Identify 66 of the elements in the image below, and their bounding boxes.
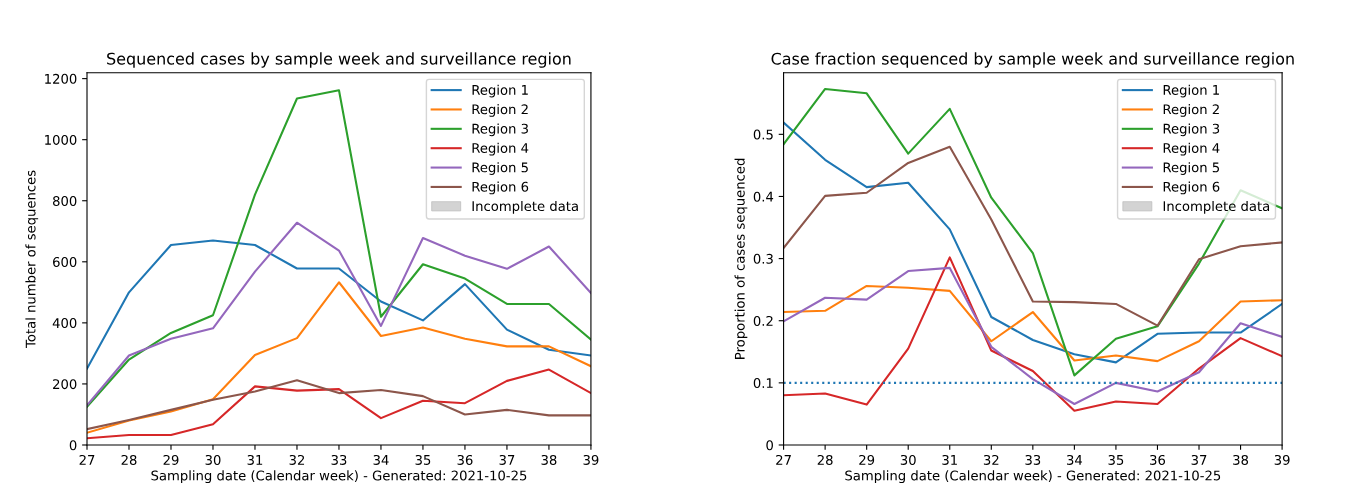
line-series	[783, 121, 1283, 364]
line-series	[87, 281, 591, 434]
legend-label: Region 1	[1163, 84, 1219, 98]
x-tick-label: 27	[776, 454, 791, 465]
y-tick-label: 0	[766, 440, 773, 451]
legend-label: Region 3	[1163, 123, 1220, 137]
x-tick-label: 32	[289, 454, 305, 465]
legend-label: Region 5	[472, 162, 528, 175]
legend-label: Region 6	[472, 181, 529, 195]
chart-title: Sequenced cases by sample week and surveillance region	[107, 52, 571, 68]
x-tick-label: 35	[415, 454, 431, 465]
x-tick-label: 30	[900, 454, 916, 465]
legend-label: Region 1	[472, 84, 528, 98]
y-tick-label: 1200	[45, 73, 77, 84]
x-tick-label: 31	[942, 454, 957, 465]
y-tick-label: 0.2	[753, 315, 773, 326]
legend-label: Region 4	[472, 142, 529, 156]
x-tick-label: 33	[331, 454, 347, 465]
x-tick-label: 27	[79, 454, 95, 465]
x-tick-label: 38	[1233, 454, 1249, 465]
x-tick-label: 28	[817, 454, 833, 465]
x-tick-label: 29	[859, 454, 875, 465]
x-axis-title: Sampling date (Calendar week) - Generated: 2021-10-25	[845, 470, 1221, 484]
line-series	[783, 284, 1283, 363]
legend-label: Region 2	[1163, 104, 1219, 117]
y-tick-label: 400	[52, 318, 77, 329]
line-series	[87, 368, 591, 440]
x-tick-label: 39	[583, 454, 599, 465]
x-tick-label: 34	[1066, 454, 1083, 465]
x-tick-label: 32	[983, 454, 999, 465]
line-series	[87, 239, 591, 370]
legend-label: Region 3	[472, 123, 528, 137]
y-tick-label: 1000	[45, 134, 77, 145]
legend-label: Region 4	[1163, 142, 1220, 156]
y-tick-label: 0	[69, 440, 77, 451]
x-axis-title: Sampling date (Calendar week) - Generated: 2021-10-25	[151, 470, 527, 484]
chart-title: Case fraction sequenced by sample week and surveillance region	[771, 52, 1294, 68]
x-tick-label: 36	[1150, 454, 1166, 465]
y-tick-label: 0.1	[753, 378, 773, 389]
x-tick-label: 39	[1274, 454, 1290, 465]
y-tick-label: 0.4	[753, 191, 774, 202]
x-tick-label: 29	[163, 454, 179, 465]
x-tick-label: 28	[121, 454, 137, 465]
x-tick-label: 31	[247, 454, 263, 465]
y-axis-title: Total number of sequences	[25, 170, 39, 348]
y-tick-label: 800	[52, 195, 77, 206]
x-tick-label: 38	[541, 454, 557, 465]
x-tick-label: 37	[499, 454, 515, 465]
legend-label: Region 2	[472, 104, 528, 117]
x-tick-label: 34	[373, 454, 389, 465]
x-tick-label: 36	[457, 454, 473, 465]
y-tick-label: 0.5	[753, 129, 773, 140]
legend-label: Incomplete data	[472, 200, 578, 214]
x-tick-label: 35	[1108, 454, 1124, 465]
y-tick-label: 0.3	[753, 253, 773, 264]
x-tick-label: 33	[1025, 454, 1041, 465]
legend-label: Region 6	[1163, 181, 1220, 195]
line-series	[87, 379, 591, 431]
legend-label: Incomplete data	[1163, 200, 1270, 214]
y-axis-title: Proportion of cases sequenced	[734, 158, 748, 359]
y-tick-label: 200	[53, 379, 77, 390]
x-tick-label: 37	[1191, 454, 1207, 465]
legend-label: Region 5	[1163, 162, 1220, 175]
y-tick-label: 600	[53, 257, 77, 268]
line-series	[87, 221, 591, 407]
x-tick-label: 30	[205, 454, 221, 465]
